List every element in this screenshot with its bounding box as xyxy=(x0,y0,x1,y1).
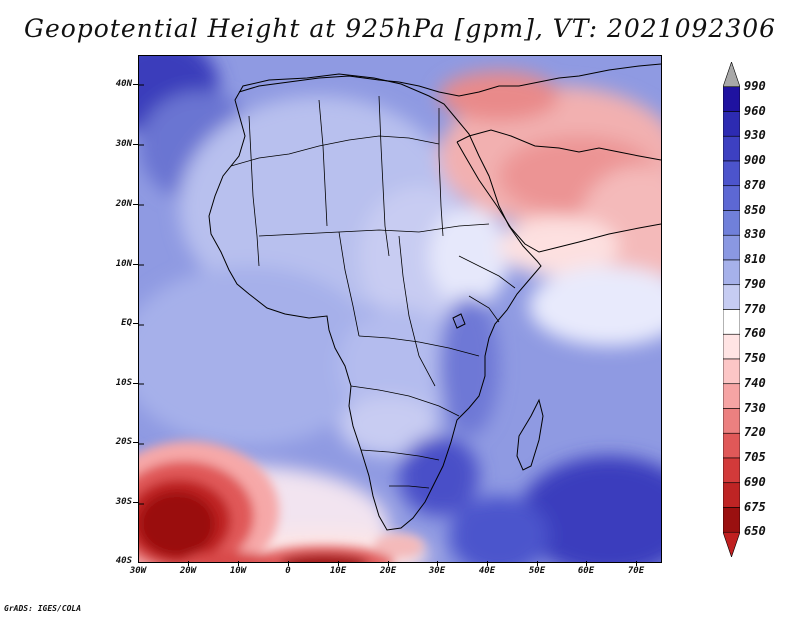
map-title: Geopotential Height at 925hPa [gpm], VT:… xyxy=(23,14,777,43)
lat-tick-label: 10N xyxy=(115,259,132,269)
lat-tick-mark xyxy=(133,502,138,503)
colorbar-segment xyxy=(723,135,740,162)
colorbar-level-label: 850 xyxy=(744,202,766,217)
colorbar-segment xyxy=(723,457,740,484)
lon-tick-label: 30W xyxy=(129,566,147,576)
colorbar-level-label: 690 xyxy=(744,474,766,489)
colorbar-level-label: 830 xyxy=(744,227,766,242)
lat-tick-mark xyxy=(133,323,138,324)
lon-tick-mark xyxy=(636,561,637,566)
lon-tick-label: 70E xyxy=(627,566,645,576)
lat-tick-mark xyxy=(133,204,138,205)
inner-ticks xyxy=(139,84,144,505)
lon-tick-mark xyxy=(238,561,239,566)
southwest-low xyxy=(139,441,424,562)
lat-tick-label: 20N xyxy=(115,199,132,209)
lon-tick-mark xyxy=(288,561,289,566)
colorbar-level-label: 705 xyxy=(744,450,766,464)
colorbar-segment xyxy=(723,62,740,88)
colorbar-level-label: 740 xyxy=(744,375,766,390)
colorbar-segment xyxy=(723,234,740,261)
colorbar-level-label: 930 xyxy=(744,128,766,143)
lon-tick-label: 60E xyxy=(577,566,595,576)
lat-tick-label: 20S xyxy=(115,437,132,447)
colorbar-segment xyxy=(723,160,740,187)
colorbar-level-label: 760 xyxy=(744,326,766,341)
lon-tick-label: 10W xyxy=(229,566,247,576)
colorbar-segment xyxy=(723,259,740,286)
map-canvas xyxy=(139,56,661,562)
colorbar-level-label: 650 xyxy=(744,524,766,539)
lat-tick-mark xyxy=(133,383,138,384)
lon-tick-label: 20W xyxy=(179,566,197,576)
colorbar-segment xyxy=(723,383,740,409)
lon-tick-label: 50E xyxy=(528,566,546,576)
lon-tick-mark xyxy=(338,561,339,566)
lat-tick-mark xyxy=(133,84,138,85)
colorbar-level-label: 750 xyxy=(744,351,766,365)
lon-tick-label: 0 xyxy=(285,566,291,576)
lon-tick-mark xyxy=(188,561,189,566)
lon-tick-label: 40E xyxy=(478,566,496,576)
lon-tick-label: 20E xyxy=(379,566,397,576)
colorbar-segment xyxy=(723,531,740,557)
colorbar-segment xyxy=(723,284,740,310)
colorbar-segment xyxy=(723,111,740,137)
colorbar-level-label: 720 xyxy=(744,425,766,440)
colorbar-level-label: 810 xyxy=(744,252,766,266)
coastlines xyxy=(208,63,661,531)
colorbar-level-label: 870 xyxy=(744,177,766,192)
lon-tick-mark xyxy=(437,561,438,566)
lat-tick-label: 10S xyxy=(115,378,132,388)
lon-tick-mark xyxy=(586,561,587,566)
lat-tick-label: 40S xyxy=(115,556,132,566)
lon-tick-label: 10E xyxy=(329,566,347,576)
colorbar-level-label: 990 xyxy=(744,78,766,93)
colorbar-level-label: 960 xyxy=(744,103,766,118)
map-panel xyxy=(138,55,662,563)
colorbar-segment xyxy=(723,482,740,508)
colorbar-segment xyxy=(723,86,740,112)
country-borders xyxy=(230,95,516,489)
colorbar-segment xyxy=(723,333,740,360)
lon-tick-label: 30E xyxy=(428,566,446,576)
colorbar-segment xyxy=(723,408,740,434)
grads-credit: GrADS: IGES/COLA xyxy=(4,604,82,613)
colorbar-level-label: 770 xyxy=(744,301,766,316)
colorbar-segment xyxy=(723,185,740,211)
colorbar-segment xyxy=(723,507,740,533)
colorbar-level-label: 675 xyxy=(744,499,766,514)
lat-tick-mark xyxy=(133,264,138,265)
colorbar xyxy=(723,62,740,557)
colorbar-segment xyxy=(723,210,740,236)
colorbar-level-label: 790 xyxy=(744,276,766,291)
lon-tick-mark xyxy=(537,561,538,566)
lat-tick-label: 30N xyxy=(115,139,132,149)
colorbar-level-label: 900 xyxy=(744,153,766,167)
lat-tick-label: 40N xyxy=(115,79,132,89)
colorbar-level-label: 730 xyxy=(744,400,766,415)
lat-tick-label: 30S xyxy=(115,497,132,507)
lat-tick-label: EQ xyxy=(121,318,132,328)
colorbar-segment xyxy=(723,432,740,459)
lon-tick-mark xyxy=(487,561,488,566)
lon-tick-mark xyxy=(388,561,389,566)
lat-tick-mark xyxy=(133,442,138,443)
colorbar-segment xyxy=(723,358,740,385)
lat-tick-mark xyxy=(133,144,138,145)
colorbar-segment xyxy=(723,309,740,335)
height-field xyxy=(139,56,661,562)
